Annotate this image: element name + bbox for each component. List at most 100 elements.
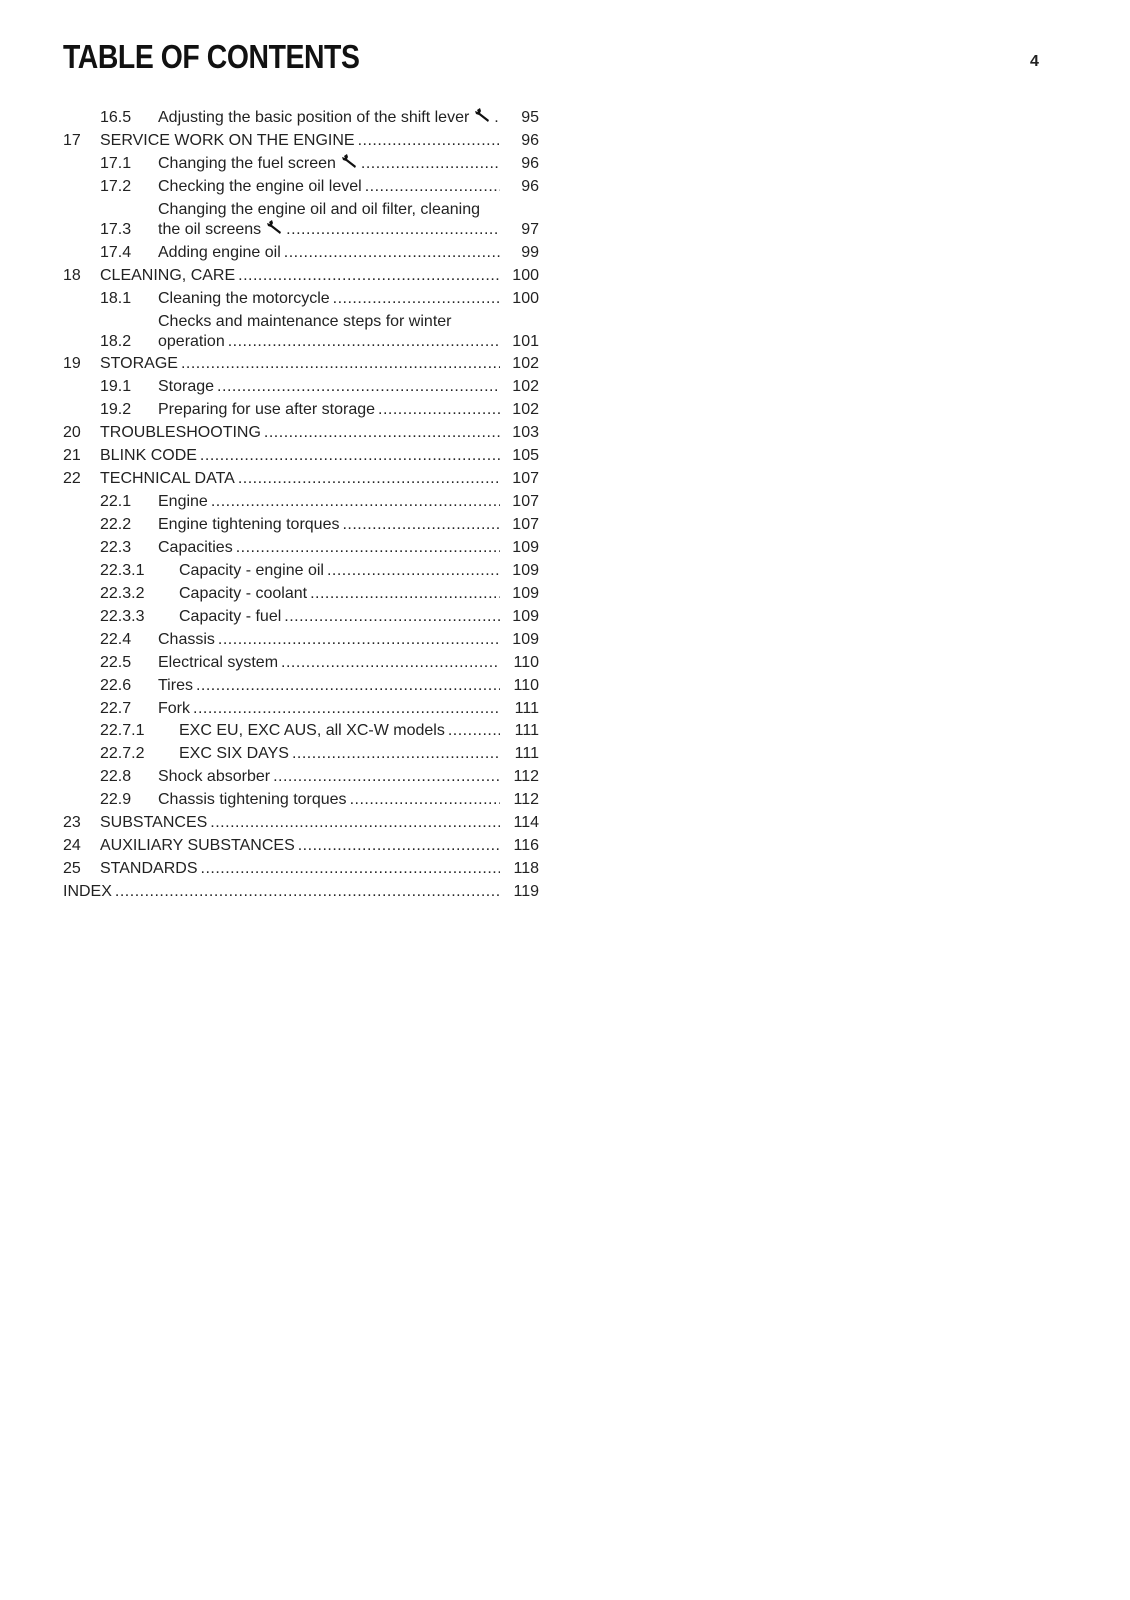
toc-entry: 23 SUBSTANCES 114 xyxy=(63,813,539,833)
entry-title: BLINK CODE xyxy=(100,447,197,465)
page-ref: 102 xyxy=(512,401,539,419)
page-ref: 114 xyxy=(513,814,539,832)
entry-title: AUXILIARY SUBSTANCES xyxy=(100,837,295,855)
entry-content: Storage xyxy=(158,377,500,397)
toc-entry: 20 TROUBLESHOOTING 103 xyxy=(63,423,539,443)
toc-entry: 17 SERVICE WORK ON THE ENGINE 96 xyxy=(63,131,539,151)
entry-title: Capacities xyxy=(158,538,233,556)
toc-entry: 22.7.1 EXC EU, EXC AUS, all XC-W models 11… xyxy=(63,721,539,741)
page-ref: 99 xyxy=(521,243,539,261)
entry-title: STANDARDS xyxy=(100,860,198,878)
entry-text: STORAGE xyxy=(100,355,178,372)
section-number: 18.1 xyxy=(100,289,132,307)
page-ref: 119 xyxy=(513,883,539,900)
toc-entry: 18 CLEANING, CARE 100 xyxy=(63,266,539,286)
section-number: 23 xyxy=(63,814,81,832)
entry-content: SERVICE WORK ON THE ENGINE xyxy=(100,131,500,151)
page-ref: 111 xyxy=(514,699,539,717)
entry-text: Engine tightening torques xyxy=(158,516,339,533)
entry-content: Preparing for use after storage xyxy=(158,400,500,420)
entry-text: Capacities xyxy=(158,539,233,556)
section-number: 22.5 xyxy=(100,653,132,671)
page-ref: 111 xyxy=(514,745,539,763)
entry-title: Engine tightening torques xyxy=(158,516,340,533)
page-ref: 112 xyxy=(513,768,539,786)
entry-content: Electrical system xyxy=(158,653,500,673)
entry-content: Changing the engine oil and oil filter, … xyxy=(158,200,500,240)
page-ref: 102 xyxy=(512,355,539,373)
section-number: 24 xyxy=(63,837,81,855)
page-ref: 95 xyxy=(521,109,539,126)
entry-text: Chassis tightening torques xyxy=(158,791,347,808)
entry-title: Checking the engine oil level xyxy=(158,177,362,195)
entry-text: Adjusting the basic position of the shif… xyxy=(158,108,491,126)
entry-text: Changing the engine oil and oil filter, … xyxy=(158,201,480,238)
entry-text: Adding engine oil xyxy=(158,244,281,261)
entry-title: Changing the fuel screen xyxy=(158,154,336,172)
entry-content: BLINK CODE xyxy=(100,446,500,466)
entry-text: Electrical system xyxy=(158,654,278,671)
page-ref: 110 xyxy=(513,653,539,671)
entry-title: SUBSTANCES xyxy=(100,814,208,832)
section-number: 22.3.1 xyxy=(100,561,145,579)
page-ref: 103 xyxy=(512,424,539,442)
section-number: 17 xyxy=(63,131,81,149)
section-number: 22.3.3 xyxy=(100,607,145,625)
entry-text: CLEANING, CARE xyxy=(100,267,235,284)
entry-title: Storage xyxy=(158,378,215,396)
entry-content: Tires xyxy=(158,676,500,696)
section-number: 21 xyxy=(63,447,81,465)
section-number: 22.8 xyxy=(100,768,132,786)
entry-title: EXC SIX DAYS xyxy=(179,745,289,763)
page-ref: 110 xyxy=(513,676,539,694)
page-ref: 96 xyxy=(521,131,539,149)
entry-text: Preparing for use after storage xyxy=(158,401,375,418)
entry-content: CLEANING, CARE xyxy=(100,266,500,286)
section-number: 22.9 xyxy=(100,791,132,809)
toc-entry: 17.3 Changing the engine oil and oil filt… xyxy=(63,200,539,240)
section-number: 22.7 xyxy=(100,699,132,717)
wrench-icon xyxy=(267,219,282,234)
entry-title: Adding engine oil xyxy=(158,243,281,261)
entry-text: Storage xyxy=(158,378,214,395)
section-number: 22.2 xyxy=(100,516,132,533)
toc-entry: 22.5 Electrical system 110 xyxy=(63,653,539,673)
entry-content: INDEX xyxy=(63,882,500,902)
page-ref: 100 xyxy=(512,289,539,307)
entry-text: SERVICE WORK ON THE ENGINE xyxy=(100,132,355,149)
toc-entry: 22.2 Engine tightening torques 107 xyxy=(63,515,539,535)
entry-content: Shock absorber xyxy=(158,767,500,787)
section-number: 17.4 xyxy=(100,243,132,261)
entry-content: Capacity - coolant xyxy=(179,584,500,604)
entry-title: Preparing for use after storage xyxy=(158,401,376,419)
entry-title: Capacity - coolant xyxy=(179,584,308,602)
entry-content: Cleaning the motorcycle xyxy=(158,289,500,309)
entry-text: EXC EU, EXC AUS, all XC-W models xyxy=(179,722,445,739)
entry-title: Adjusting the basic position of the shif… xyxy=(158,109,470,126)
section-number: 22.7.2 xyxy=(100,745,145,763)
page-ref: 107 xyxy=(512,470,539,488)
entry-content: Checks and maintenance steps for winter … xyxy=(158,312,500,352)
entry-text: Checking the engine oil level xyxy=(158,178,362,195)
entry-title: Fork xyxy=(158,699,190,717)
toc-entry: 22.6 Tires 110 xyxy=(63,676,539,696)
section-number: 22.3.2 xyxy=(100,584,145,602)
page-ref: 101 xyxy=(512,332,539,350)
toc-entry: 21 BLINK CODE 105 xyxy=(63,446,539,466)
toc-entry: 22.4 Chassis 109 xyxy=(63,630,539,650)
entry-title: Electrical system xyxy=(158,653,279,671)
entry-content: Adjusting the basic position of the shif… xyxy=(158,108,500,128)
section-number: 17.2 xyxy=(100,177,132,195)
page-ref: 111 xyxy=(514,722,539,740)
entry-content: Engine xyxy=(158,492,500,512)
entry-text: EXC SIX DAYS xyxy=(179,745,289,762)
entry-content: TECHNICAL DATA xyxy=(100,469,500,489)
toc-entry: 19 STORAGE 102 xyxy=(63,354,539,374)
entry-content: EXC EU, EXC AUS, all XC-W models xyxy=(179,721,500,741)
page-ref: 102 xyxy=(512,378,539,396)
toc-entry: 22.3.1 Capacity - engine oil 109 xyxy=(63,561,539,581)
entry-text: Tires xyxy=(158,677,193,694)
wrench-icon xyxy=(475,108,490,122)
section-number: 22.3 xyxy=(100,538,132,556)
